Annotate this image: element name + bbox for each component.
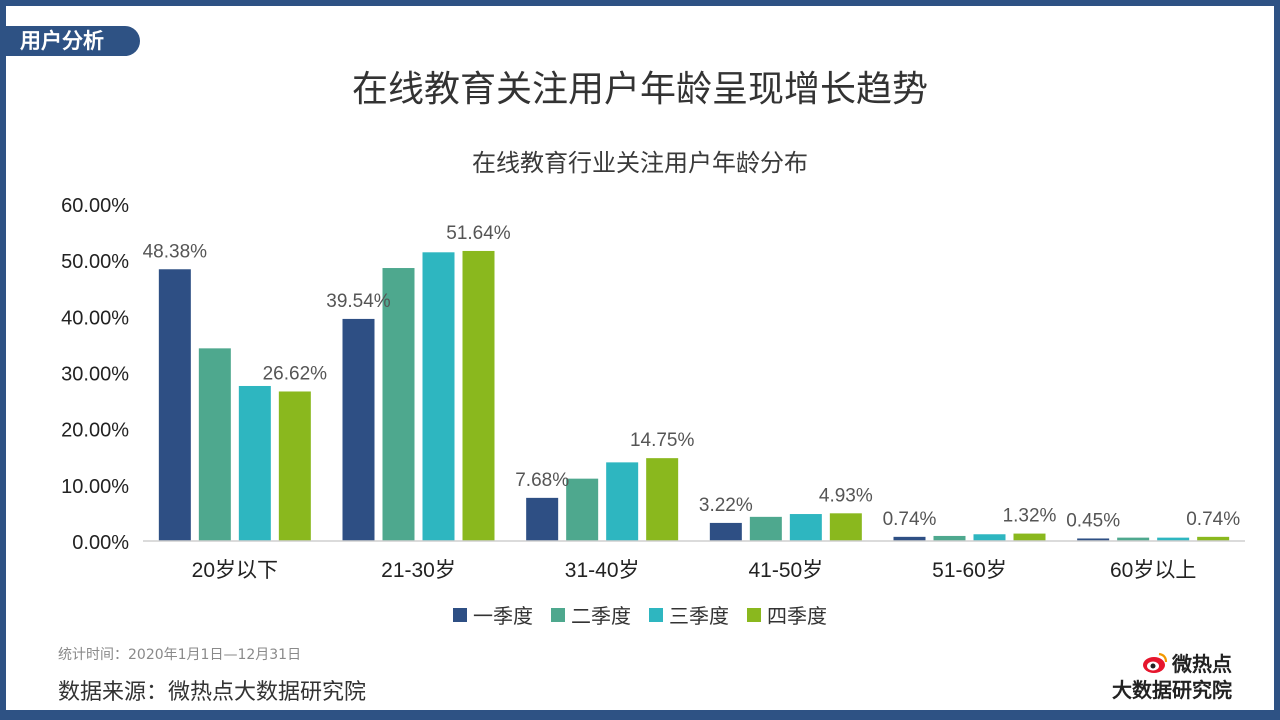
data-label: 51.64% <box>446 223 511 244</box>
section-tab: 用户分析 <box>6 26 140 56</box>
bar-chart: 0.00% 10.00% 20.00% 30.00% 40.00% 50.00% 60.00… <box>61 195 1245 582</box>
bar-2-4 <box>749 516 782 541</box>
data-label: 0.74% <box>883 509 937 530</box>
bar-4-6 <box>1197 536 1230 541</box>
data-label: 3.22% <box>699 495 753 516</box>
legend-item-q4: 四季度 <box>747 600 827 629</box>
chart-legend: 一季度 二季度 三季度 四季度 <box>0 600 1280 629</box>
data-label: 7.68% <box>515 470 569 491</box>
stat-time: 统计时间：2020年1月1日—12月31日 <box>58 647 302 663</box>
data-label: 0.74% <box>1186 509 1240 530</box>
bar-1-2 <box>342 318 375 541</box>
data-label: 39.54% <box>326 291 391 312</box>
legend-swatch-q1 <box>453 607 467 622</box>
bar-1-5 <box>893 536 926 541</box>
chart-title: 在线教育行业关注用户年龄分布 <box>472 149 808 177</box>
y-tick-label: 10.00% <box>61 476 129 498</box>
bar-2-3 <box>566 478 599 541</box>
legend-item-q3: 三季度 <box>649 600 729 629</box>
data-label: 26.62% <box>263 363 328 384</box>
logo-line1: 微热点 <box>1172 652 1232 676</box>
y-tick-label: 50.00% <box>61 251 129 273</box>
legend-item-q1: 一季度 <box>453 600 533 629</box>
bar-3-2 <box>422 252 455 541</box>
legend-label-q1: 一季度 <box>473 604 533 628</box>
y-tick-label: 40.00% <box>61 307 129 329</box>
bar-4-5 <box>1013 533 1046 541</box>
bar-2-6 <box>1117 537 1150 541</box>
data-source: 数据来源：微热点大数据研究院 <box>58 680 367 705</box>
x-tick-label: 31-40岁 <box>565 559 640 582</box>
legend-item-q2: 二季度 <box>551 600 631 629</box>
data-label: 4.93% <box>819 485 873 506</box>
bar-1-3 <box>526 497 559 541</box>
legend-label-q2: 二季度 <box>571 604 631 628</box>
y-tick-label: 30.00% <box>61 364 129 386</box>
weibo-eye-icon <box>1143 652 1168 673</box>
bar-1-6 <box>1077 538 1110 541</box>
logo: 微热点 大数据研究院 <box>1092 648 1232 702</box>
y-tick-label: 20.00% <box>61 420 129 442</box>
x-tick-label: 20岁以下 <box>192 559 278 582</box>
bar-3-3 <box>606 462 639 541</box>
x-tick-label: 51-60岁 <box>932 559 1007 582</box>
bar-1-1 <box>158 269 191 541</box>
legend-swatch-q4 <box>747 607 761 622</box>
bar-3-1 <box>238 385 271 541</box>
bar-3-5 <box>973 534 1006 541</box>
x-tick-label: 41-50岁 <box>748 559 823 582</box>
x-tick-label: 21-30岁 <box>381 559 456 582</box>
data-label: 1.32% <box>1003 506 1057 527</box>
bar-2-2 <box>382 268 415 541</box>
x-tick-label: 60岁以上 <box>1110 559 1196 582</box>
legend-swatch-q2 <box>551 607 565 622</box>
y-tick-label: 60.00% <box>61 195 129 217</box>
bar-4-3 <box>646 458 679 541</box>
bar-2-1 <box>198 348 231 541</box>
y-tick-label: 0.00% <box>72 532 129 554</box>
page-title: 在线教育关注用户年龄呈现增长趋势 <box>351 69 928 110</box>
legend-label-q3: 三季度 <box>669 604 729 628</box>
bar-3-6 <box>1157 537 1190 541</box>
legend-swatch-q3 <box>649 607 663 622</box>
data-label: 48.38% <box>143 241 208 262</box>
bar-2-5 <box>933 535 966 541</box>
legend-label-q4: 四季度 <box>767 604 827 628</box>
bar-4-2 <box>462 250 495 541</box>
bar-3-4 <box>789 514 822 541</box>
bar-1-4 <box>709 522 742 541</box>
data-label: 0.45% <box>1066 510 1120 531</box>
logo-top: 微热点 <box>1142 648 1232 677</box>
bar-4-1 <box>278 391 311 541</box>
data-label: 14.75% <box>630 430 695 451</box>
bar-4-4 <box>829 513 862 541</box>
logo-line2: 大数据研究院 <box>1112 678 1232 702</box>
